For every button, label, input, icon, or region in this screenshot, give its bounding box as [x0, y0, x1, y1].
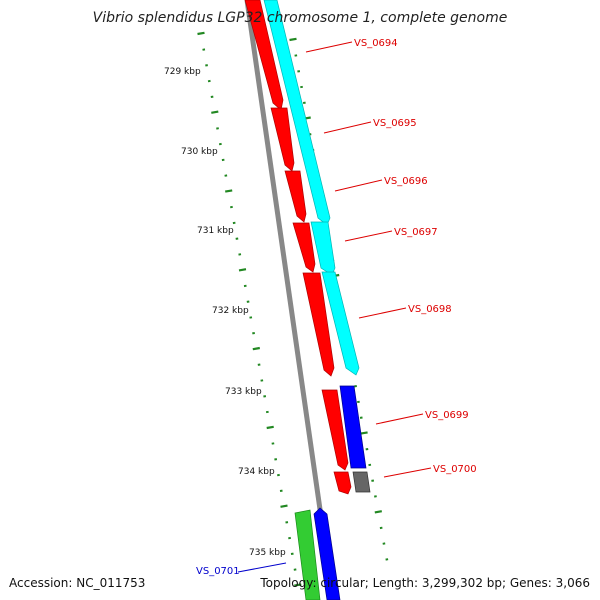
gene-label-vs0694[interactable]: VS_0694	[354, 38, 398, 49]
cds-red-6[interactable]	[321, 389, 349, 471]
kbp-label-734: 734 kbp	[238, 467, 275, 477]
kbp-label-731: 731 kbp	[197, 226, 234, 236]
inner-ruler-major-tick	[211, 110, 219, 114]
cds-cyan-vs0697[interactable]	[310, 221, 336, 276]
outer-tick-track	[197, 31, 302, 587]
leader-vs0694	[305, 41, 353, 53]
inner-ruler-major-tick	[238, 268, 247, 272]
leader-vs0700	[383, 467, 432, 478]
gene-label-vs0700[interactable]: VS_0700	[433, 464, 477, 475]
cds-red-2[interactable]	[270, 107, 295, 172]
kbp-label-729: 729 kbp	[164, 67, 201, 77]
leader-vs0696	[334, 179, 383, 192]
gene-label-vs0697[interactable]: VS_0697	[394, 227, 438, 238]
map-title: Vibrio splendidus LGP32 chromosome 1, co…	[93, 10, 508, 26]
blue-gene-track	[313, 385, 367, 600]
cds-red-4[interactable]	[292, 222, 316, 273]
inner-ruler-major-tick	[197, 31, 205, 36]
leader-vs0697	[344, 230, 393, 242]
gene-label-vs0698[interactable]: VS_0698	[408, 304, 452, 315]
inner-ruler-major-tick	[252, 346, 260, 351]
red-gene-track	[244, 0, 352, 495]
cds-red-5[interactable]	[302, 272, 335, 377]
backbone-line	[244, 0, 336, 600]
cds-blue-2[interactable]	[313, 507, 341, 600]
gene-label-vs0699[interactable]: VS_0699	[425, 410, 469, 421]
kbp-label-735: 735 kbp	[249, 548, 286, 558]
leader-vs0699	[375, 413, 424, 425]
cds-cyan-vs0694[interactable]	[263, 0, 331, 226]
outer-ruler-major-tick	[374, 510, 382, 514]
green-feature[interactable]	[294, 509, 321, 600]
inner-ruler-major-tick	[294, 583, 302, 587]
leader-vs0698	[358, 307, 407, 319]
cds-red-1[interactable]	[244, 0, 284, 111]
inner-ruler-major-tick	[280, 504, 288, 508]
kbp-label-733: 733 kbp	[225, 387, 262, 397]
leader-vs0701	[237, 562, 287, 573]
cds-blue-1[interactable]	[339, 385, 367, 469]
leader-vs0695	[323, 121, 372, 134]
cyan-gene-track	[263, 0, 360, 376]
outer-ruler-major-tick	[289, 37, 297, 42]
gene-label-vs0696[interactable]: VS_0696	[384, 176, 428, 187]
kbp-label-732: 732 kbp	[212, 306, 249, 316]
gene-label-vs0695[interactable]: VS_0695	[373, 118, 417, 129]
cds-cyan-vs0698[interactable]	[321, 271, 360, 376]
gene-label-leaders	[237, 41, 432, 573]
kbp-label-730: 730 kbp	[181, 147, 218, 157]
grey-feature[interactable]	[352, 471, 371, 493]
inner-ruler-major-tick	[225, 189, 233, 193]
cds-red-7[interactable]	[333, 471, 352, 495]
kbp-label-group: 729 kbp 730 kbp 731 kbp 732 kbp 733 kbp …	[164, 67, 286, 558]
gene-labels: VS_0694 VS_0695 VS_0696 VS_0697 VS_0698 …	[196, 38, 477, 577]
cds-red-3[interactable]	[284, 170, 307, 223]
gene-label-vs0701[interactable]: VS_0701	[196, 566, 240, 577]
outer-ruler-major-tick	[360, 431, 368, 435]
topology-summary: Topology: circular; Length: 3,299,302 bp…	[259, 576, 590, 590]
inner-ruler-major-tick	[266, 425, 274, 430]
accession-text: Accession: NC_011753	[9, 576, 145, 590]
